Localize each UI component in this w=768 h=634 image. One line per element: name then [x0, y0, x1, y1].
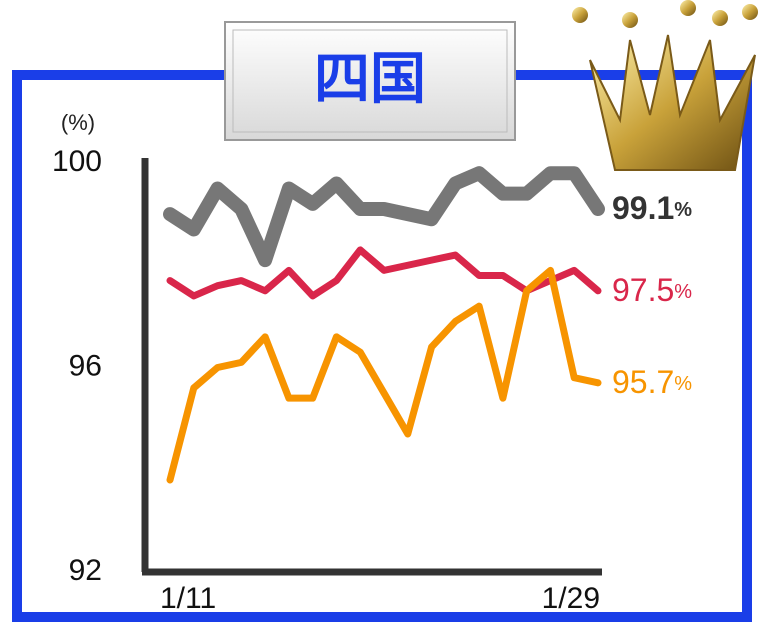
x-tick-label: 1/29 — [542, 582, 600, 615]
y-tick-label: 92 — [69, 554, 102, 587]
chart-title: 四国 — [314, 47, 426, 110]
crown — [572, 0, 758, 171]
end-label-value: 97.5 — [612, 272, 674, 308]
y-unit: (%) — [61, 110, 95, 135]
end-label: 99.1% — [612, 190, 692, 226]
title-box — [224, 21, 516, 141]
end-label-unit: % — [674, 199, 692, 221]
y-tick-label: 100 — [52, 145, 102, 178]
end-label: 95.7% — [612, 364, 692, 400]
end-label: 97.5% — [612, 272, 692, 308]
y-tick-label: 96 — [69, 349, 102, 382]
x-tick-label: 1/11 — [160, 582, 216, 615]
end-label-value: 99.1 — [612, 190, 674, 226]
end-label-unit: % — [674, 373, 692, 395]
title-box-inner — [232, 29, 508, 133]
end-label-unit: % — [674, 281, 692, 303]
series-line — [166, 266, 602, 484]
series-line — [163, 166, 605, 268]
end-label-value: 95.7 — [612, 364, 674, 400]
